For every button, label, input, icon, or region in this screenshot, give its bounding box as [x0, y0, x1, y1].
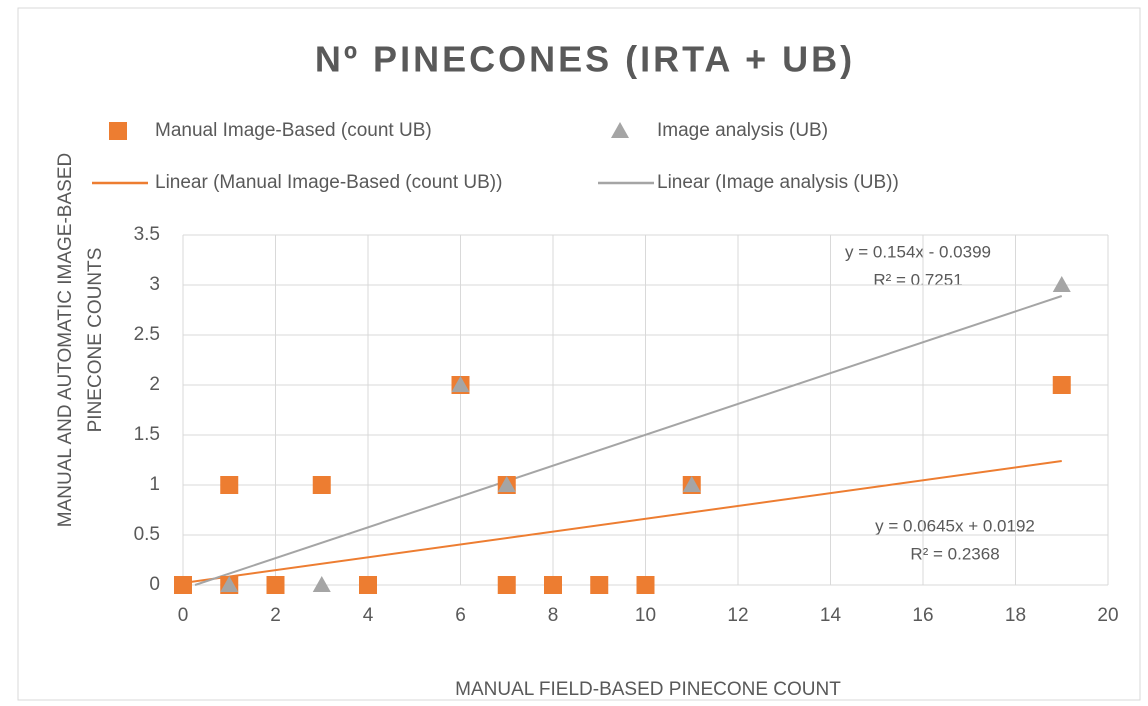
trend-r2: R² = 0.2368 — [910, 544, 999, 563]
point — [636, 576, 655, 594]
legend-marker — [109, 122, 127, 140]
x-tick-label: 8 — [548, 605, 559, 626]
x-axis-label: MANUAL FIELD-BASED PINECONE COUNT — [455, 679, 841, 700]
chart-title: Nº PINECONES (IRTA + UB) — [315, 39, 855, 80]
point — [1052, 376, 1071, 394]
legend-label: Linear (Image analysis (UB)) — [657, 172, 899, 193]
point — [544, 576, 562, 594]
legend-marker — [611, 122, 629, 138]
trend-equation: y = 0.154x - 0.0399 — [845, 242, 991, 261]
trend-line — [194, 295, 1063, 586]
x-tick-label: 0 — [178, 605, 189, 626]
chart-frame — [17, 7, 1141, 701]
x-tick-label: 6 — [455, 605, 466, 626]
point — [682, 476, 701, 492]
point — [312, 576, 331, 592]
point — [359, 576, 377, 594]
legend-label: Image analysis (UB) — [657, 120, 828, 141]
point — [590, 576, 609, 594]
point — [266, 576, 285, 594]
y-tick-label: 1 — [149, 474, 160, 495]
point — [220, 476, 239, 494]
y-tick-label: 0 — [149, 574, 160, 595]
trend-r2: R² = 0.7251 — [873, 270, 962, 289]
y-tick-label: 3.5 — [134, 224, 160, 245]
y-tick-label: 2 — [149, 374, 160, 395]
x-tick-label: 4 — [363, 605, 374, 626]
point — [1052, 276, 1071, 292]
y-tick-label: 2.5 — [134, 324, 160, 345]
legend-label: Manual Image-Based (count UB) — [155, 120, 432, 141]
point — [497, 476, 516, 492]
point — [451, 376, 470, 392]
point — [497, 576, 516, 594]
x-tick-label: 2 — [270, 605, 281, 626]
trend-equation: y = 0.0645x + 0.0192 — [875, 516, 1035, 535]
x-tick-label: 10 — [635, 605, 656, 626]
legend-label: Linear (Manual Image-Based (count UB)) — [155, 172, 502, 193]
point — [174, 576, 192, 594]
y-tick-label: 0.5 — [134, 524, 160, 545]
x-tick-label: 20 — [1097, 605, 1118, 626]
x-tick-label: 14 — [820, 605, 842, 626]
y-tick-label: 1.5 — [134, 424, 160, 445]
y-tick-label: 3 — [149, 274, 160, 295]
point — [220, 576, 239, 592]
x-tick-label: 18 — [1005, 605, 1026, 626]
x-tick-label: 16 — [912, 605, 933, 626]
point — [312, 476, 331, 494]
x-tick-label: 12 — [727, 605, 748, 626]
y-axis-label: MANUAL AND AUTOMATIC IMAGE-BASED — [55, 153, 76, 527]
trend-line — [182, 460, 1062, 584]
y-axis-label: PINECONE COUNTS — [85, 248, 106, 433]
